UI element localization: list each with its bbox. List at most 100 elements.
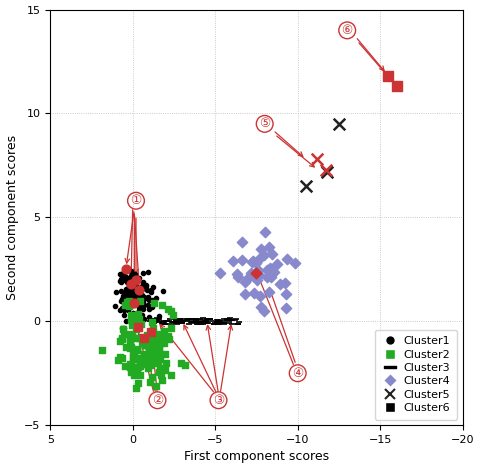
Point [124,306,132,313]
Point [127,344,134,351]
Point [132,298,140,305]
Point [264,266,271,273]
Point [335,120,343,128]
Point [128,293,135,300]
Point [134,310,142,318]
Point [117,337,124,344]
Point [127,369,135,376]
Point [302,182,310,190]
Point [133,292,141,300]
Point [257,303,265,311]
Text: ②: ② [152,394,163,407]
Point [163,359,170,366]
Point [135,293,143,301]
Point [141,282,148,289]
Point [291,259,299,267]
Point [123,278,131,285]
Point [135,275,143,282]
Point [167,325,175,332]
Point [125,289,132,297]
Point [130,352,137,360]
Point [144,302,152,309]
Point [148,373,156,381]
Point [147,345,155,352]
Point [144,332,152,340]
Point [147,333,155,340]
Point [144,286,151,293]
Point [123,299,131,306]
Point [145,341,153,348]
Point [139,278,147,286]
Point [144,332,151,339]
Point [140,281,147,289]
Point [118,335,125,342]
Point [118,295,126,303]
Point [134,296,142,304]
Point [135,293,143,300]
Point [155,312,163,319]
Point [249,258,256,265]
Point [238,238,246,246]
Point [147,288,155,295]
Point [158,334,166,342]
Point [393,83,400,90]
Point [135,315,143,323]
Point [134,286,142,294]
Point [133,284,141,291]
Point [126,275,133,283]
Point [124,290,132,297]
Point [122,285,130,293]
Text: ③: ③ [213,394,224,407]
Point [132,316,140,324]
Point [155,347,163,354]
Point [130,348,137,356]
Point [255,271,263,279]
Point [155,368,163,376]
Point [118,278,125,286]
Point [131,282,139,290]
Point [123,294,131,301]
Point [141,350,148,358]
Point [144,351,152,359]
Point [121,362,129,370]
Point [151,334,159,342]
Point [257,246,264,253]
Point [134,379,142,386]
Point [146,361,154,369]
Point [118,297,125,304]
Point [152,383,159,390]
Point [127,280,135,287]
Point [268,271,276,279]
Point [181,362,189,369]
Point [147,287,155,294]
Point [116,306,124,314]
Point [146,339,154,346]
Point [139,269,147,277]
Point [131,289,138,297]
Point [120,311,128,318]
Point [129,310,137,317]
Point [283,290,290,298]
Point [159,334,167,342]
Point [126,303,134,310]
Point [126,287,133,294]
Point [158,376,166,384]
Point [120,271,128,279]
Point [140,357,148,364]
Point [133,298,141,305]
Point [125,275,133,282]
Point [169,311,177,318]
Point [177,360,184,367]
Point [121,288,129,296]
Point [128,277,135,285]
Point [146,333,154,341]
Point [157,371,165,379]
Point [139,305,147,313]
Point [125,293,132,301]
Point [127,302,135,309]
Point [160,339,168,347]
Point [269,250,276,257]
Point [256,254,264,262]
Point [165,306,172,313]
Point [265,289,273,296]
